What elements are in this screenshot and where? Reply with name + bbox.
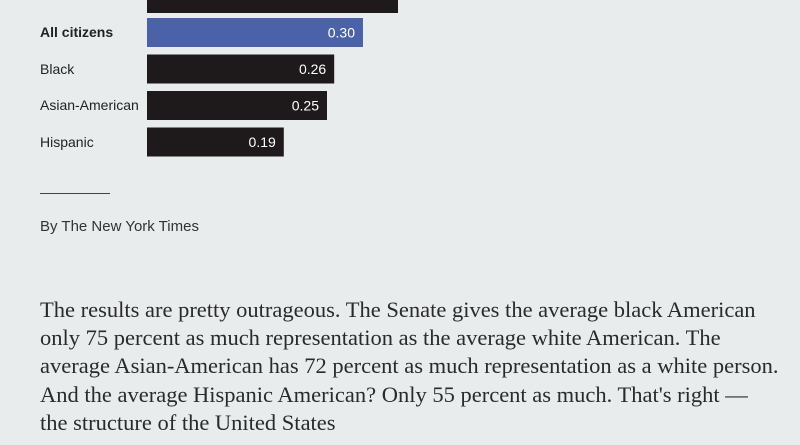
bar-2	[147, 91, 327, 120]
bar-value-label-1: 0.26	[299, 61, 326, 77]
bar-cropped-top	[147, 0, 398, 13]
bar-value-label-0: 0.30	[328, 25, 355, 41]
bar-category-label-0: All citizens	[40, 24, 114, 40]
bar-1	[147, 54, 335, 84]
bar-category-label-2: Asian-American	[40, 97, 139, 113]
chart-credit: By The New York Times	[40, 218, 199, 235]
bar-category-label-3: Hispanic	[40, 133, 94, 150]
divider	[40, 193, 110, 194]
bar-0	[147, 18, 363, 47]
bar-3	[147, 127, 284, 157]
bar-chart-svg: 0.30 0.26 0.25 0.19	[147, 0, 398, 157]
bar-value-label-3: 0.19	[249, 134, 276, 150]
bar-chart: 0.30 0.26 0.25 0.19 All citizens Black Asian-…	[0, 0, 800, 170]
bar-value-label-2: 0.25	[292, 98, 319, 114]
bar-category-label-1: Black	[40, 60, 75, 77]
article-paragraph: The results are pretty outrageous. The S…	[40, 297, 779, 435]
